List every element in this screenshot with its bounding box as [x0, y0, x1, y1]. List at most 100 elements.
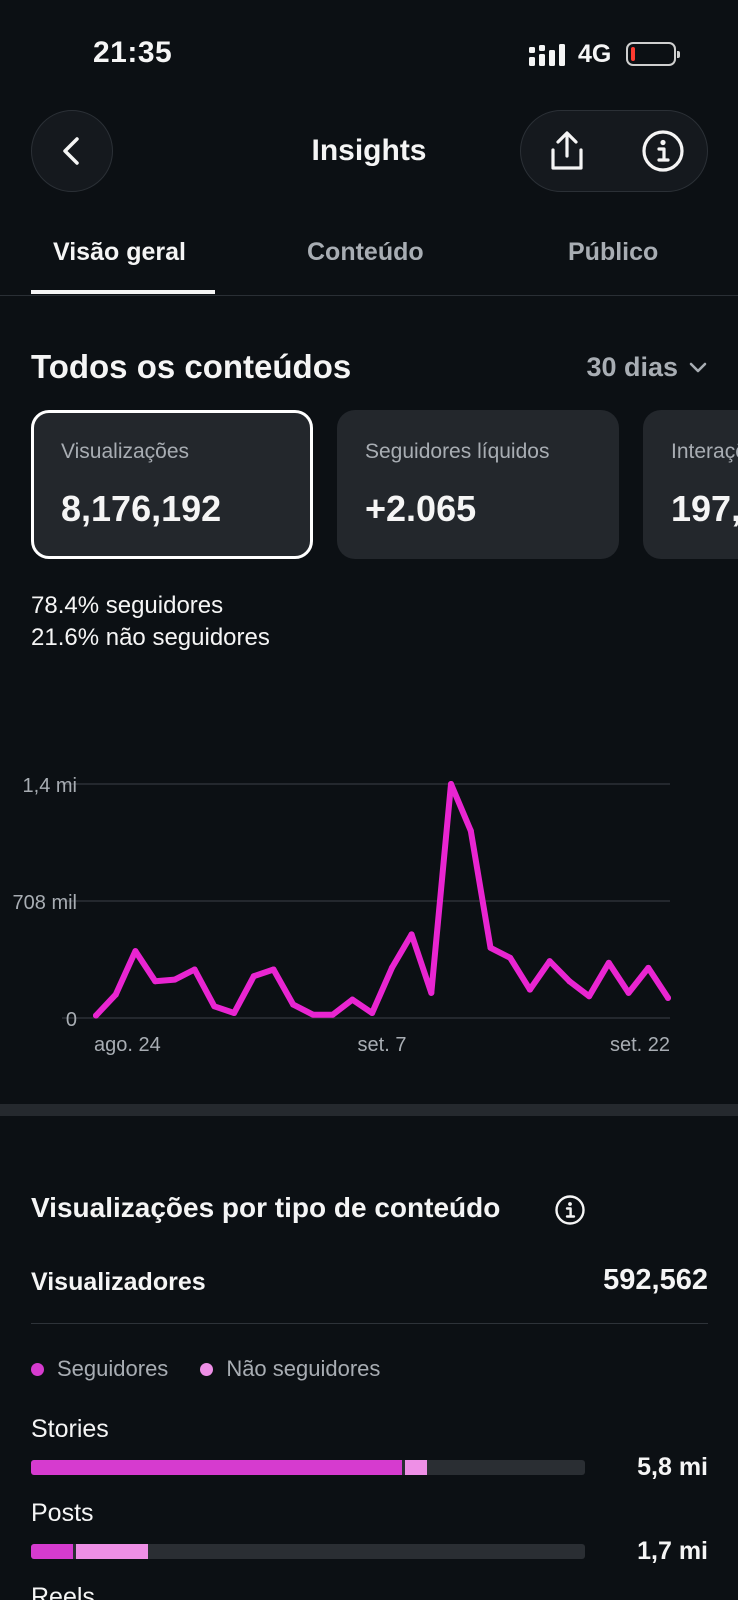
- header-actions: [520, 110, 708, 192]
- data-point: [408, 931, 415, 938]
- content-type-label: Reels: [31, 1583, 95, 1600]
- date-range-dropdown[interactable]: 30 dias: [586, 352, 708, 383]
- data-point: [349, 996, 356, 1003]
- legend-dot: [200, 1362, 214, 1376]
- data-point: [270, 966, 277, 973]
- section-divider: [0, 1104, 738, 1116]
- battery-level: [631, 47, 635, 61]
- status-bar: 21:35 4G: [0, 0, 738, 110]
- data-point: [487, 944, 494, 951]
- legend: Seguidores Não seguidores: [31, 1356, 412, 1382]
- info-button[interactable]: [641, 129, 685, 173]
- data-point: [132, 948, 139, 955]
- data-point: [93, 1012, 99, 1019]
- chevron-left-icon: [63, 137, 79, 165]
- metric-label: Interações: [671, 440, 738, 463]
- tab-bar: Visão geral Conteúdo Público: [0, 220, 738, 296]
- data-point: [112, 991, 119, 998]
- content-type-label: Stories: [31, 1415, 109, 1443]
- breakdown-info-button[interactable]: [553, 1193, 587, 1227]
- views-line-chart[interactable]: 1,4 mi 708 mil 0 ago. 24 set. 7 set. 22: [0, 760, 738, 1060]
- tab-overview[interactable]: Visão geral: [53, 238, 186, 266]
- tab-audience[interactable]: Público: [568, 238, 659, 266]
- data-point: [586, 993, 593, 1000]
- chevron-down-icon: [689, 362, 707, 372]
- x-tick-label: set. 22: [610, 1034, 670, 1056]
- stories-bar[interactable]: [31, 1460, 585, 1475]
- back-button[interactable]: [31, 110, 113, 192]
- active-tab-indicator: [31, 290, 215, 294]
- info-icon: [642, 130, 684, 172]
- posts-bar[interactable]: [31, 1544, 585, 1559]
- x-tick-label: ago. 24: [94, 1034, 161, 1056]
- data-point: [231, 1009, 238, 1016]
- page-title: Insights: [311, 134, 427, 167]
- legend-dot: [31, 1362, 44, 1376]
- share-icon: [551, 131, 583, 170]
- network-type: 4G: [578, 40, 612, 68]
- data-point: [152, 978, 159, 985]
- tab-content[interactable]: Conteúdo: [307, 238, 424, 266]
- metric-label: Visualizações: [61, 440, 190, 463]
- data-point: [388, 964, 395, 971]
- data-point: [171, 976, 178, 983]
- x-tick-label: set. 7: [358, 1034, 407, 1056]
- share-button[interactable]: [545, 129, 589, 173]
- followers-pct: 78.4%: [31, 592, 100, 619]
- data-point: [211, 1003, 218, 1010]
- followers-share: 78.4% seguidores: [31, 592, 223, 620]
- data-point: [467, 827, 474, 834]
- info-icon: [555, 1195, 585, 1225]
- views-series-line: [93, 781, 671, 1019]
- date-range-label: 30 dias: [586, 352, 678, 382]
- nonfollowers-segment: [76, 1544, 148, 1559]
- data-point: [546, 958, 553, 965]
- section-title: Todos os conteúdos: [31, 348, 352, 385]
- legend-label: Não seguidores: [226, 1356, 381, 1381]
- metric-card-interactions[interactable]: Interações 197,: [643, 410, 738, 559]
- content-type-value: 1,7 mi: [637, 1537, 708, 1565]
- y-tick-label: 708 mil: [13, 892, 77, 914]
- divider: [31, 1323, 708, 1324]
- content-type-label: Posts: [31, 1499, 94, 1527]
- metric-card-views[interactable]: Visualizações 8,176,192: [31, 410, 313, 559]
- metric-value: +2.065: [365, 488, 477, 529]
- content-type-value: 5,8 mi: [637, 1453, 708, 1481]
- data-point: [625, 989, 632, 996]
- legend-item-followers: Seguidores: [31, 1356, 168, 1382]
- data-point: [290, 1001, 297, 1008]
- data-point: [191, 966, 198, 973]
- data-point: [329, 1011, 336, 1018]
- legend-label: Seguidores: [57, 1356, 169, 1381]
- metric-value: 8,176,192: [61, 488, 222, 529]
- nonfollowers-share: 21.6% não seguidores: [31, 624, 270, 652]
- data-point: [566, 978, 573, 985]
- status-time: 21:35: [93, 36, 173, 69]
- legend-item-nonfollowers: Não seguidores: [200, 1356, 380, 1382]
- nonfollowers-pct: 21.6%: [31, 624, 100, 651]
- y-tick-label: 1,4 mi: [23, 775, 77, 797]
- followers-segment: [31, 1544, 73, 1559]
- metric-value: 197,: [671, 488, 738, 529]
- metric-card-net-followers[interactable]: Seguidores líquidos +2.065: [337, 410, 619, 559]
- data-point: [605, 959, 612, 966]
- nonfollowers-segment: [405, 1460, 427, 1475]
- viewers-value: 592,562: [603, 1264, 708, 1296]
- data-point: [309, 1011, 316, 1018]
- battery-icon: [626, 42, 680, 66]
- metric-label: Seguidores líquidos: [365, 440, 550, 463]
- nonfollowers-text: não seguidores: [105, 624, 270, 651]
- data-point: [369, 1009, 376, 1016]
- data-point: [250, 973, 257, 980]
- y-tick-label: 0: [66, 1009, 77, 1031]
- data-point: [448, 781, 455, 787]
- data-point: [507, 954, 514, 961]
- data-point: [645, 964, 652, 971]
- data-point: [428, 989, 435, 996]
- data-point: [526, 986, 533, 993]
- signal-icon: [529, 44, 565, 66]
- data-point: [665, 994, 671, 1001]
- breakdown-title: Visualizações por tipo de conteúdo: [31, 1192, 501, 1223]
- viewers-label: Visualizadores: [31, 1268, 206, 1296]
- followers-segment: [31, 1460, 402, 1475]
